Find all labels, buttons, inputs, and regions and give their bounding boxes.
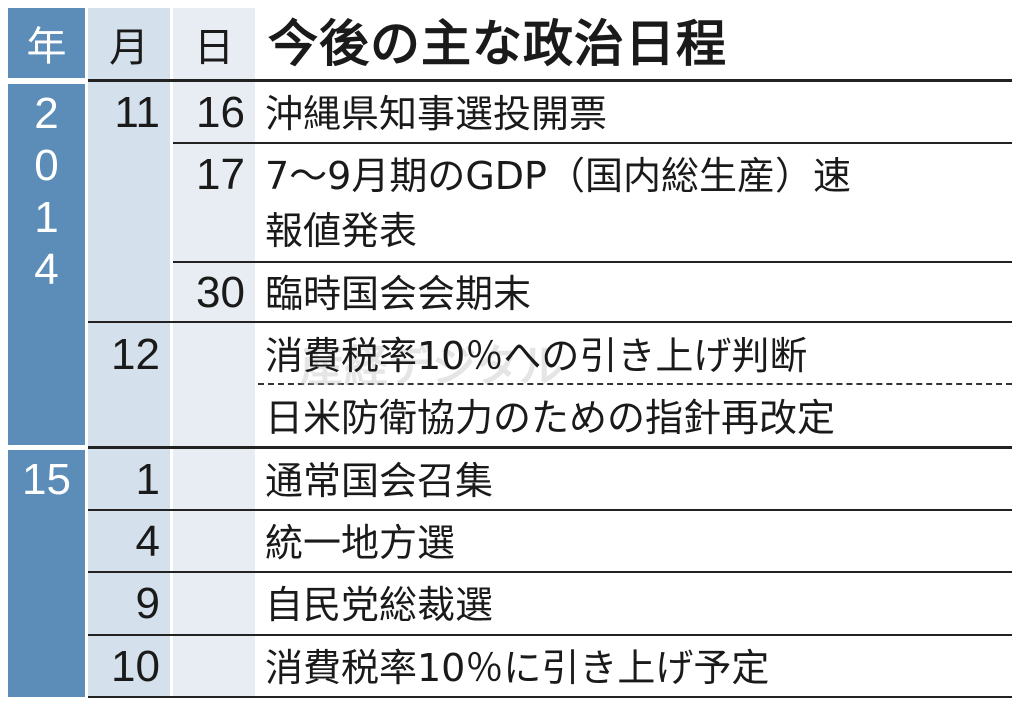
day-header: 日 bbox=[194, 25, 234, 71]
year-cell-2015: 15 bbox=[8, 450, 85, 697]
event-cell-continued: 報値発表 bbox=[265, 209, 418, 253]
month-cell: 12 bbox=[111, 330, 160, 379]
divider bbox=[88, 509, 1012, 511]
divider bbox=[173, 142, 1012, 144]
month-cell: 11 bbox=[114, 88, 160, 137]
event-cell: 統一地方選 bbox=[265, 521, 456, 565]
day-cell: 16 bbox=[196, 88, 245, 137]
day-cell: 17 bbox=[196, 150, 245, 199]
month-cell: 4 bbox=[135, 517, 160, 566]
year-cell-2014: 2 0 1 4 bbox=[8, 84, 85, 445]
divider bbox=[88, 79, 1012, 82]
month-cell: 10 bbox=[111, 642, 160, 691]
month-cell: 9 bbox=[135, 579, 160, 628]
event-cell: 消費税率10％への引き上げ判断 bbox=[265, 334, 808, 378]
divider bbox=[88, 696, 1012, 698]
day-column bbox=[173, 8, 255, 697]
watermark: 産経デジタル bbox=[300, 341, 564, 392]
month-column bbox=[88, 8, 170, 697]
year-header: 年 bbox=[8, 8, 85, 78]
day-cell: 30 bbox=[196, 268, 245, 317]
event-cell: 7～9月期のGDP（国内総生産）速 bbox=[265, 154, 851, 198]
page-title: 今後の主な政治日程 bbox=[268, 15, 727, 73]
dashed-divider bbox=[258, 383, 1012, 385]
year-label: 2 0 1 4 bbox=[34, 89, 59, 294]
divider bbox=[88, 571, 1012, 573]
divider bbox=[88, 321, 1012, 323]
event-cell: 日米防衛協力のための指針再改定 bbox=[265, 396, 836, 440]
divider bbox=[88, 634, 1012, 636]
event-cell: 通常国会召集 bbox=[265, 459, 494, 503]
year-label: 15 bbox=[22, 455, 71, 504]
month-cell: 1 bbox=[135, 455, 160, 504]
event-cell: 臨時国会会期末 bbox=[265, 272, 532, 316]
divider bbox=[88, 446, 1012, 449]
month-header: 月 bbox=[109, 25, 149, 71]
event-cell: 消費税率10％に引き上げ予定 bbox=[265, 646, 770, 690]
divider bbox=[173, 261, 1012, 263]
event-cell: 沖縄県知事選投開票 bbox=[265, 92, 608, 136]
event-cell: 自民党総裁選 bbox=[265, 583, 494, 627]
